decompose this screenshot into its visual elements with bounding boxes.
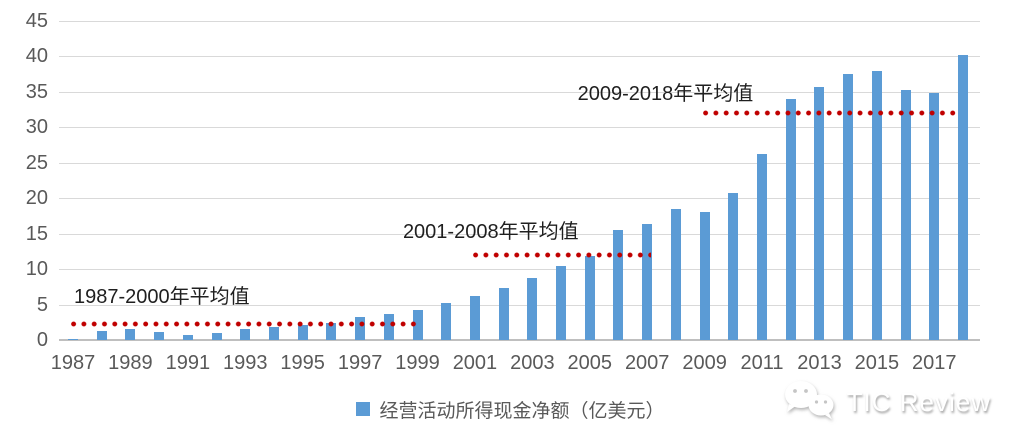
bar-1993 bbox=[240, 328, 251, 340]
watermark: TIC Review bbox=[781, 379, 991, 426]
bar-1995 bbox=[297, 325, 308, 340]
bar-2001 bbox=[469, 296, 480, 340]
gridline-30 bbox=[59, 127, 980, 129]
legend: 经营活动所得现金净额（亿美元） bbox=[0, 395, 1021, 423]
x-axis-label-2003: 2003 bbox=[510, 352, 555, 374]
bar-2009 bbox=[699, 212, 710, 340]
avg-dotted-line-1 bbox=[71, 321, 419, 328]
bar-1990 bbox=[154, 332, 165, 340]
x-axis-label-1987: 1987 bbox=[50, 352, 96, 374]
gridline-25 bbox=[59, 162, 980, 164]
bar-2005 bbox=[584, 255, 595, 340]
bar-2007 bbox=[642, 223, 653, 340]
y-axis-label-40: 40 bbox=[25, 45, 48, 68]
bar-2004 bbox=[556, 266, 567, 340]
gridline-45 bbox=[59, 21, 980, 22]
x-axis-label-2013: 2013 bbox=[797, 352, 842, 374]
y-axis-label-20: 20 bbox=[25, 187, 48, 210]
x-axis-label-2007: 2007 bbox=[624, 352, 670, 374]
legend-swatch-icon bbox=[356, 402, 371, 416]
bar-2015 bbox=[871, 70, 882, 340]
gridline-10 bbox=[59, 269, 980, 271]
wechat-icon bbox=[781, 379, 837, 426]
avg-dotted-line-2 bbox=[472, 251, 651, 258]
y-axis-label-10: 10 bbox=[25, 258, 48, 281]
bar-1997 bbox=[355, 317, 366, 340]
bar-2000 bbox=[441, 303, 452, 340]
bar-2012 bbox=[785, 98, 796, 340]
x-axis-label-1993: 1993 bbox=[223, 352, 268, 374]
bar-1989 bbox=[125, 329, 136, 340]
y-axis-label-45: 45 bbox=[25, 10, 48, 32]
bar-2011 bbox=[757, 154, 768, 340]
y-axis-label-0: 0 bbox=[36, 329, 48, 351]
x-axis-label-2015: 2015 bbox=[854, 352, 900, 374]
gridline-5 bbox=[59, 304, 980, 306]
x-axis-label-2017: 2017 bbox=[912, 352, 957, 374]
legend-label: 经营活动所得现金净额（亿美元） bbox=[379, 400, 665, 422]
bar-2002 bbox=[498, 288, 509, 340]
y-axis-label-15: 15 bbox=[25, 222, 48, 245]
x-axis-label-2009: 2009 bbox=[682, 352, 727, 374]
gridline-15 bbox=[59, 233, 980, 235]
bar-2014 bbox=[843, 74, 854, 340]
avg-line-label-1: 1987-2000年平均值 bbox=[74, 286, 250, 309]
avg-line-label-3: 2009-2018年平均值 bbox=[577, 83, 754, 106]
bar-1992 bbox=[211, 332, 222, 340]
bar-2016 bbox=[900, 90, 911, 340]
bar-1988 bbox=[96, 331, 107, 340]
watermark-text: TIC Review bbox=[846, 386, 991, 417]
x-axis-label-1999: 1999 bbox=[395, 352, 440, 374]
bar-1991 bbox=[182, 335, 193, 340]
x-axis-label-2001: 2001 bbox=[452, 352, 498, 374]
bar-2018 bbox=[958, 55, 968, 340]
gridline-20 bbox=[59, 198, 980, 200]
bar-1987 bbox=[68, 339, 78, 340]
avg-dotted-line-3 bbox=[702, 110, 959, 117]
bar-2013 bbox=[814, 86, 825, 340]
y-axis-label-25: 25 bbox=[25, 151, 48, 174]
bar-2006 bbox=[613, 230, 624, 340]
y-axis-label-35: 35 bbox=[25, 80, 48, 103]
bar-2003 bbox=[527, 277, 538, 340]
y-axis-label-5: 5 bbox=[36, 293, 48, 316]
bar-2008 bbox=[670, 208, 681, 340]
avg-line-label-2: 2001-2008年平均值 bbox=[402, 220, 579, 243]
x-axis-label-1995: 1995 bbox=[280, 352, 325, 374]
x-axis-label-1991: 1991 bbox=[165, 352, 211, 374]
bar-1996 bbox=[326, 322, 337, 340]
y-axis-label-30: 30 bbox=[25, 116, 48, 139]
gridline-35 bbox=[59, 91, 980, 93]
bar-2010 bbox=[728, 193, 739, 340]
bar-2017 bbox=[929, 93, 940, 340]
x-axis-label-1997: 1997 bbox=[337, 352, 383, 374]
gridline-40 bbox=[59, 56, 980, 58]
x-axis-line bbox=[59, 339, 980, 341]
bar-1994 bbox=[268, 327, 279, 340]
x-axis-label-2005: 2005 bbox=[567, 352, 613, 374]
x-axis-label-2011: 2011 bbox=[740, 352, 784, 374]
x-axis-label-1989: 1989 bbox=[108, 352, 153, 374]
